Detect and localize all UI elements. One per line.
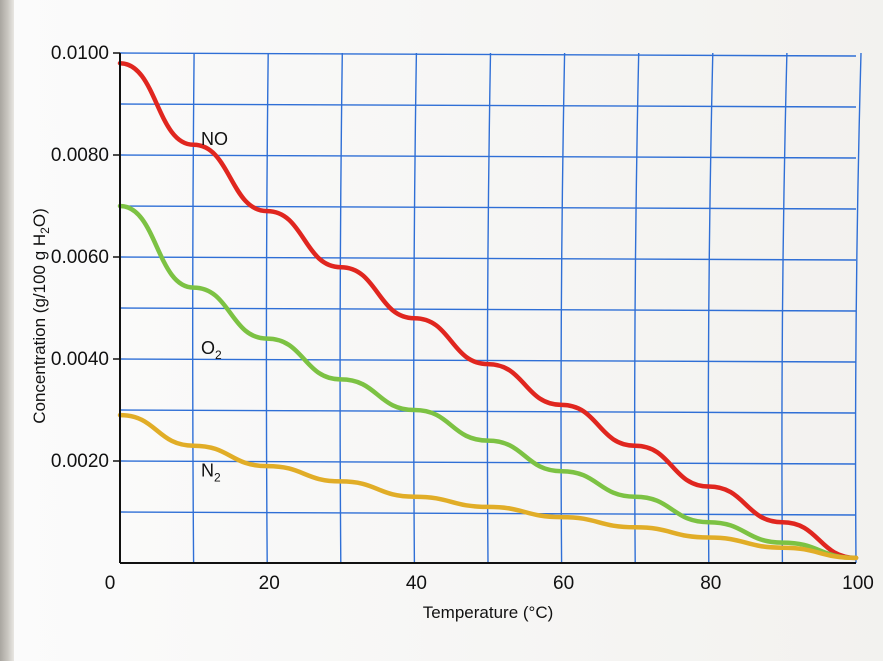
vertical-grid-line bbox=[781, 52, 788, 564]
x-tick-label: 40 bbox=[406, 573, 427, 594]
series-label-part: 2 bbox=[215, 348, 222, 362]
y-axis-title-part: Concentration (g/100 g H bbox=[30, 234, 49, 424]
horizontal-grid-line bbox=[119, 154, 857, 159]
vertical-grid-line bbox=[633, 52, 640, 564]
x-tick-label: 0 bbox=[105, 573, 116, 594]
y-tick-label: 0.0060 bbox=[51, 247, 109, 268]
horizontal-grid-line bbox=[119, 103, 857, 108]
y-axis-title-part: O) bbox=[30, 208, 49, 227]
y-axis-title: Concentration (g/100 g H2O) bbox=[30, 208, 52, 424]
series-label-part: N bbox=[201, 460, 214, 480]
series-label-part: NO bbox=[201, 129, 228, 149]
vertical-grid-line bbox=[339, 52, 343, 564]
horizontal-grid-line bbox=[119, 409, 857, 414]
series-label-o2: O2 bbox=[201, 338, 222, 362]
horizontal-grid-line bbox=[119, 511, 857, 516]
horizontal-grid-line bbox=[119, 256, 857, 261]
horizontal-grid-line bbox=[119, 52, 857, 57]
y-tick-label: 0.0020 bbox=[51, 451, 109, 472]
series-line-n2 bbox=[117, 412, 859, 561]
page-binding-shadow bbox=[0, 0, 14, 661]
series-label-n2: N2 bbox=[201, 460, 221, 484]
vertical-grid-line bbox=[486, 52, 492, 564]
series-label-no: NO bbox=[201, 129, 228, 149]
series-line-no bbox=[117, 60, 859, 561]
y-tick-label: 0.0040 bbox=[51, 349, 109, 370]
series-label-part: 2 bbox=[214, 470, 221, 484]
y-tick-label: 0.0100 bbox=[51, 43, 109, 64]
series-line-o2 bbox=[117, 203, 859, 561]
horizontal-grid-line bbox=[119, 205, 857, 210]
chart-grid bbox=[119, 52, 862, 564]
horizontal-grid-line bbox=[119, 358, 857, 363]
series-label-part: O bbox=[201, 338, 215, 358]
horizontal-grid-line bbox=[119, 307, 857, 312]
y-axis-title-part: 2 bbox=[38, 227, 52, 234]
x-tick-label: 100 bbox=[842, 573, 874, 594]
x-tick-label: 60 bbox=[553, 573, 574, 594]
vertical-grid-line bbox=[413, 52, 418, 564]
chart-axes: 0.0020 0.0040 0.0060 0.0080 0.0100 0 20 40 60 80 1… bbox=[30, 43, 874, 622]
x-tick-label: 80 bbox=[700, 573, 721, 594]
x-tick-label: 20 bbox=[259, 573, 280, 594]
vertical-grid-line bbox=[707, 52, 714, 564]
vertical-grid-line bbox=[854, 52, 862, 564]
x-axis-title: Temperature (°C) bbox=[423, 603, 554, 622]
vertical-grid-line bbox=[560, 52, 566, 564]
y-tick-label: 0.0080 bbox=[51, 145, 109, 166]
chart-series bbox=[117, 60, 859, 561]
